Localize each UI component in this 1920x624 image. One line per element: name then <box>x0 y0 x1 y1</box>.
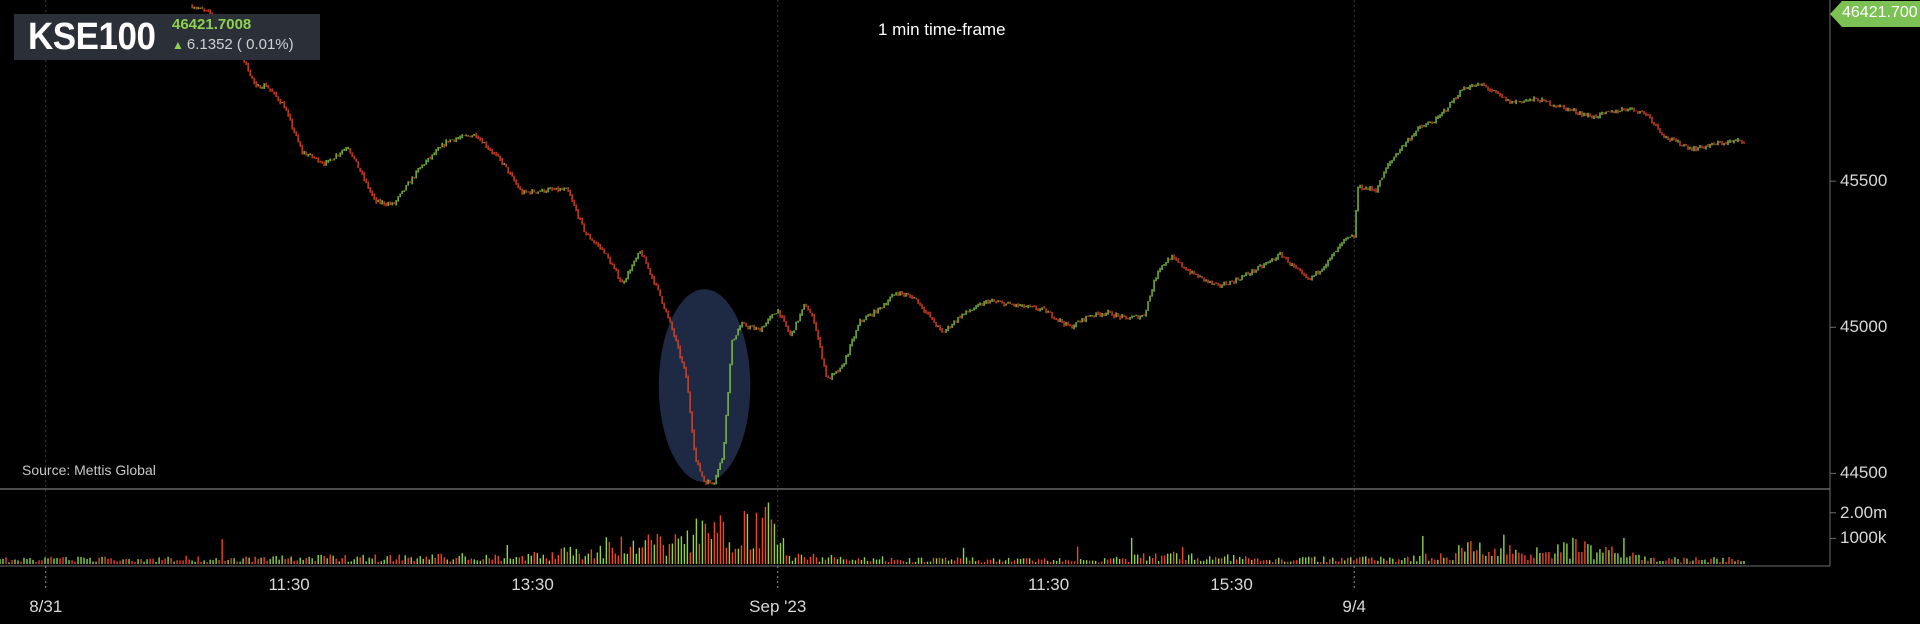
highlight-region <box>658 289 751 483</box>
timeframe-label: 1 min time-frame <box>878 20 1006 39</box>
chart-axes <box>0 0 1836 567</box>
time-tick-label: 11:30 <box>268 575 310 594</box>
volume-tick-label: 2.00m <box>1840 502 1888 522</box>
ticker-box: KSE100 46421.7008 ▲ 6.1352 ( 0.01%) <box>14 14 320 60</box>
ticker-last-price: 46421.7008 <box>172 16 252 33</box>
price-series <box>191 4 1745 485</box>
ticker-change-value: 6.1352 ( 0.01%) <box>186 36 294 53</box>
time-tick-label: 11:30 <box>1027 575 1070 594</box>
source-label: Source: Mettis Global <box>22 462 156 478</box>
time-tick-label: 8/31 <box>29 597 63 616</box>
highlight-ellipse <box>658 289 751 483</box>
up-arrow-icon: ▲ <box>172 38 184 52</box>
volume-tick-label: 1000k <box>1840 528 1887 548</box>
price-tick-label: 44500 <box>1840 463 1888 483</box>
last-price-tag <box>1830 1 1920 27</box>
time-tick-label: 13:30 <box>511 575 554 594</box>
time-tick-label: 9/4 <box>1342 597 1367 616</box>
price-tick-label: 45000 <box>1840 317 1888 337</box>
price-tick-label: 45500 <box>1840 171 1888 191</box>
time-tick-label: 15:30 <box>1210 575 1253 594</box>
session-separators <box>45 0 1355 590</box>
time-tick-label: Sep '23 <box>749 597 807 616</box>
last-price-tag-text: 46421.700 <box>1842 4 1918 21</box>
ticker-change: ▲ 6.1352 ( 0.01%) <box>172 36 294 53</box>
volume-series <box>0 502 1745 564</box>
ticker-symbol: KSE100 <box>28 16 156 58</box>
